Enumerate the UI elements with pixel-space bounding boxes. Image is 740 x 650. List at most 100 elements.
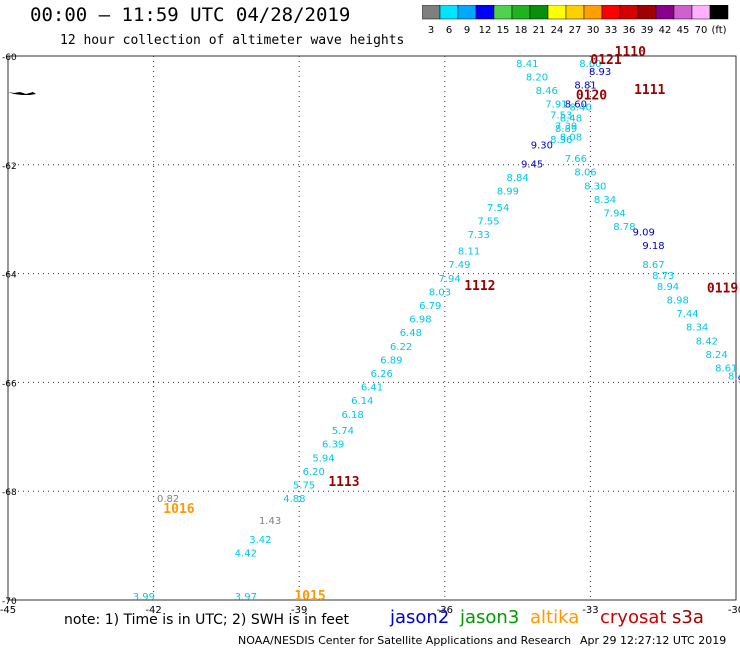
- scale-label: 6: [446, 25, 452, 36]
- scale-label: (ft): [711, 25, 726, 36]
- pass-time-label: 1110: [615, 45, 646, 60]
- swh-value: 7.94: [604, 208, 626, 219]
- swh-value: 9.30: [531, 140, 553, 151]
- swh-value: 8.30: [584, 181, 606, 192]
- swh-value: 1.43: [259, 516, 281, 527]
- swh-value: 5.94: [312, 453, 334, 464]
- swh-value: 8.34: [594, 195, 616, 206]
- lat-tick-label: -60: [2, 53, 17, 63]
- swh-value: 7.91: [545, 100, 567, 111]
- lat-tick-label: -62: [2, 162, 17, 172]
- scale-label: 9: [464, 25, 470, 36]
- swh-value: 9.09: [633, 228, 655, 239]
- swh-value: 4.42: [235, 548, 257, 559]
- swh-value: 7.55: [477, 217, 499, 228]
- swh-value: 8.42: [696, 336, 718, 347]
- swh-value: 8.94: [657, 282, 679, 293]
- lon-tick-label: -42: [145, 605, 161, 616]
- scale-label: 24: [551, 25, 564, 36]
- swh-value: 8.41: [516, 59, 538, 70]
- swh-value: 8.06: [574, 168, 596, 179]
- scale-label: 27: [569, 25, 582, 36]
- swh-value: 8.4: [728, 372, 740, 383]
- legend-cryosat: cryosat: [600, 607, 667, 628]
- scale-label: 21: [533, 25, 546, 36]
- swh-value: 8.36: [550, 135, 572, 146]
- scale-label: 39: [641, 25, 654, 36]
- swh-value: 8.73: [652, 271, 674, 282]
- pass-time-label: 1112: [464, 279, 495, 294]
- swh-value: 8.24: [705, 350, 727, 361]
- scale-label: 42: [659, 25, 672, 36]
- swh-value: 7.39: [555, 121, 577, 132]
- swh-value: 6.20: [303, 467, 325, 478]
- swh-value: 8.60: [579, 59, 601, 70]
- lon-tick-label: -36: [437, 605, 453, 616]
- swh-value: 3.97: [235, 592, 257, 603]
- scale-label: 15: [497, 25, 510, 36]
- timestamp: Apr 29 12:27:12 UTC 2019: [580, 634, 727, 647]
- scale-label: 45: [677, 25, 690, 36]
- scale-label: 18: [515, 25, 528, 36]
- swh-value: 7.94: [439, 274, 461, 285]
- swh-value: 8.11: [458, 247, 480, 258]
- swh-value: 3.99: [133, 592, 155, 603]
- swh-value: 7.66: [565, 154, 587, 165]
- swh-value: 8.61: [715, 364, 737, 375]
- scale-label: 30: [587, 25, 600, 36]
- legend-jason3: jason3: [460, 607, 520, 628]
- scale-swatch: [709, 5, 729, 20]
- lat-tick-label: -68: [2, 488, 17, 498]
- island-coastline: [8, 92, 36, 95]
- swh-value: 7.44: [676, 309, 698, 320]
- footer-note: note: 1) Time is in UTC; 2) SWH is in fe…: [64, 612, 350, 628]
- swh-value: 8.20: [526, 72, 548, 83]
- swh-value: 6.14: [351, 396, 373, 407]
- swh-value: 4.88: [283, 494, 305, 505]
- swh-value: 8.78: [613, 222, 635, 233]
- swh-value: 7.54: [487, 203, 509, 214]
- swh-value: 7.53: [550, 111, 572, 122]
- swh-value: 8.89: [555, 124, 577, 135]
- pass-time-label: 0119: [707, 282, 738, 297]
- lat-tick-label: -64: [2, 271, 17, 281]
- lon-tick-label: -45: [0, 605, 16, 616]
- lat-tick-label: -70: [2, 597, 17, 607]
- pass-time-label: 0121: [590, 53, 621, 68]
- swh-value: 7.49: [448, 260, 470, 271]
- page-title: 00:00 – 11:59 UTC 04/28/2019: [30, 4, 351, 26]
- swh-value: 6.22: [390, 342, 412, 353]
- swh-value: 6.79: [419, 301, 441, 312]
- credit: NOAA/NESDIS Center for Satellite Applica…: [238, 634, 572, 647]
- legend-s3a: s3a: [672, 607, 704, 628]
- swh-value: 9.18: [642, 241, 664, 252]
- swh-value: 6.98: [409, 315, 431, 326]
- swh-value: 6.89: [380, 355, 402, 366]
- swh-value: 7.33: [468, 230, 490, 241]
- color-scale: 3 6 9 12 15 18 21 24 27 30 33 36 39 42 45 70 (ft): [422, 5, 729, 36]
- swh-value: 6.39: [322, 440, 344, 451]
- swh-value: 8.84: [506, 173, 528, 184]
- swh-value: 8.60: [565, 100, 587, 111]
- lat-tick-label: -66: [2, 379, 17, 389]
- swh-value: 5.75: [293, 480, 315, 491]
- pass-time-label: 0120: [576, 89, 607, 104]
- lon-tick-label: -30: [728, 605, 740, 616]
- swh-value: 5.74: [332, 426, 354, 437]
- swh-value: 6.18: [341, 410, 363, 421]
- pass-time-label: 1015: [294, 589, 325, 604]
- swh-value: 6.48: [400, 328, 422, 339]
- swh-value: 9: [738, 374, 740, 385]
- lon-tick-label: -39: [291, 605, 307, 616]
- swh-value: 8.40: [570, 102, 592, 113]
- lon-tick-label: -33: [582, 605, 598, 616]
- swh-value: 8.08: [560, 132, 582, 143]
- page-subtitle: 12 hour collection of altimeter wave hei…: [60, 33, 405, 48]
- pass-time-label: 1016: [163, 502, 194, 517]
- legend-jason2: jason2: [390, 607, 450, 628]
- swh-value: 0.82: [157, 494, 179, 505]
- swh-value: 8.48: [560, 113, 582, 124]
- scale-label: 3: [428, 25, 434, 36]
- scale-label: 33: [605, 25, 618, 36]
